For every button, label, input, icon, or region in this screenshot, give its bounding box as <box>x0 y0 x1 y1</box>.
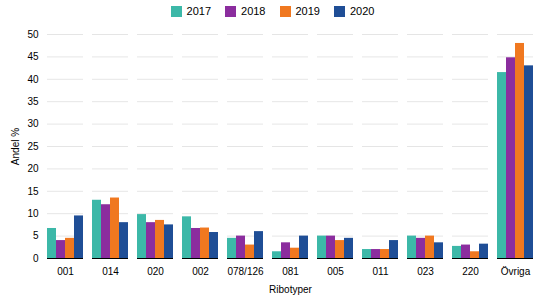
svg-text:20: 20 <box>27 163 39 174</box>
svg-text:011: 011 <box>373 266 389 277</box>
svg-text:35: 35 <box>27 96 39 107</box>
svg-text:40: 40 <box>27 74 39 85</box>
svg-text:15: 15 <box>27 186 39 197</box>
svg-text:081: 081 <box>282 266 299 277</box>
svg-text:014: 014 <box>102 266 119 277</box>
html-text:2018: 2018 <box>241 5 266 17</box>
svg-text:220: 220 <box>462 266 479 277</box>
svg-text:Övriga: Övriga <box>501 266 531 277</box>
svg-text:001: 001 <box>57 266 74 277</box>
svg-text:5: 5 <box>33 230 39 241</box>
svg-text:Andel %: Andel % <box>10 128 21 165</box>
svg-text:0: 0 <box>33 253 39 264</box>
svg-text:005: 005 <box>327 266 344 277</box>
svg-text:002: 002 <box>192 266 209 277</box>
html-text:2019: 2019 <box>295 5 320 17</box>
svg-text:50: 50 <box>27 29 39 40</box>
html-text:2017: 2017 <box>186 5 211 17</box>
svg-text:020: 020 <box>147 266 164 277</box>
svg-text:10: 10 <box>27 208 39 219</box>
svg-text:023: 023 <box>417 266 434 277</box>
svg-text:30: 30 <box>27 118 39 129</box>
svg-text:078/126: 078/126 <box>227 266 264 277</box>
svg-text:25: 25 <box>27 141 39 152</box>
svg-text:45: 45 <box>27 51 39 62</box>
svg-text:Ribotyper: Ribotyper <box>269 284 312 295</box>
html-text:2020: 2020 <box>350 5 375 17</box>
